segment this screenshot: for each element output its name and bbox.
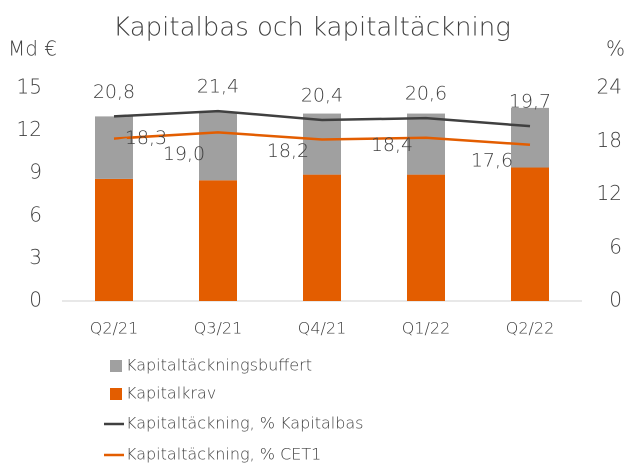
y2-tick-label: 18	[597, 128, 622, 152]
y-tick-label: 15	[17, 75, 42, 99]
bar-segment	[303, 113, 341, 175]
line-series	[113, 131, 531, 147]
leader-line	[203, 134, 219, 155]
bar-segment	[95, 178, 133, 301]
y-tick-label: 12	[17, 117, 42, 141]
bar-segment	[407, 113, 445, 175]
data-label: 19,7	[509, 91, 551, 113]
x-tick-label: Q3/21	[194, 319, 243, 338]
leader-line	[308, 141, 323, 152]
bar-segment	[95, 116, 133, 179]
data-label: 20,6	[405, 83, 447, 105]
y2-tick-label: 6	[609, 234, 622, 258]
data-label: 19,0	[163, 143, 205, 165]
leader-line	[514, 146, 531, 162]
data-label: 17,6	[471, 149, 513, 171]
legend-swatch	[110, 388, 122, 400]
y2-tick-label: 12	[597, 181, 622, 205]
y-tick-label: 3	[29, 245, 42, 269]
data-label: 21,4	[197, 76, 239, 98]
legend-label: Kapitaltäckningsbuffert	[126, 356, 312, 375]
chart-title: Kapitalbas och kapitaltäckning	[113, 13, 511, 43]
data-label: 18,4	[371, 134, 413, 156]
bar-segment	[303, 174, 341, 301]
legend-label: Kapitalkrav	[126, 384, 216, 403]
x-tick-label: Q2/22	[506, 319, 555, 338]
bar-segment	[511, 167, 549, 301]
leader-line	[412, 139, 427, 147]
y-tick-label: 9	[29, 160, 42, 184]
y2-axis-label: %	[606, 37, 625, 61]
legend-label: Kapitaltäckning, % CET1	[126, 445, 321, 464]
leader-line	[113, 138, 127, 142]
y-axis-label: Md €	[8, 37, 57, 61]
data-label: 18,2	[267, 140, 309, 162]
bar-segment	[511, 107, 549, 168]
y2-tick-label: 0	[609, 288, 622, 312]
line-series	[113, 109, 531, 128]
x-tick-label: Q1/22	[402, 319, 451, 338]
data-label: 20,4	[301, 84, 343, 106]
legend-swatch	[110, 360, 122, 372]
bar-segment	[199, 112, 237, 181]
x-tick-label: Q4/21	[298, 319, 347, 338]
x-tick-label: Q2/21	[90, 319, 139, 338]
data-label: 20,8	[93, 81, 135, 103]
bar-segment	[407, 174, 445, 301]
y2-tick-label: 24	[597, 75, 622, 99]
data-label: 18,3	[125, 127, 167, 149]
legend-label: Kapitaltäckning, % Kapitalbas	[126, 414, 364, 433]
y-tick-label: 6	[29, 202, 42, 226]
bar-segment	[199, 180, 237, 301]
y-tick-label: 0	[29, 288, 42, 312]
